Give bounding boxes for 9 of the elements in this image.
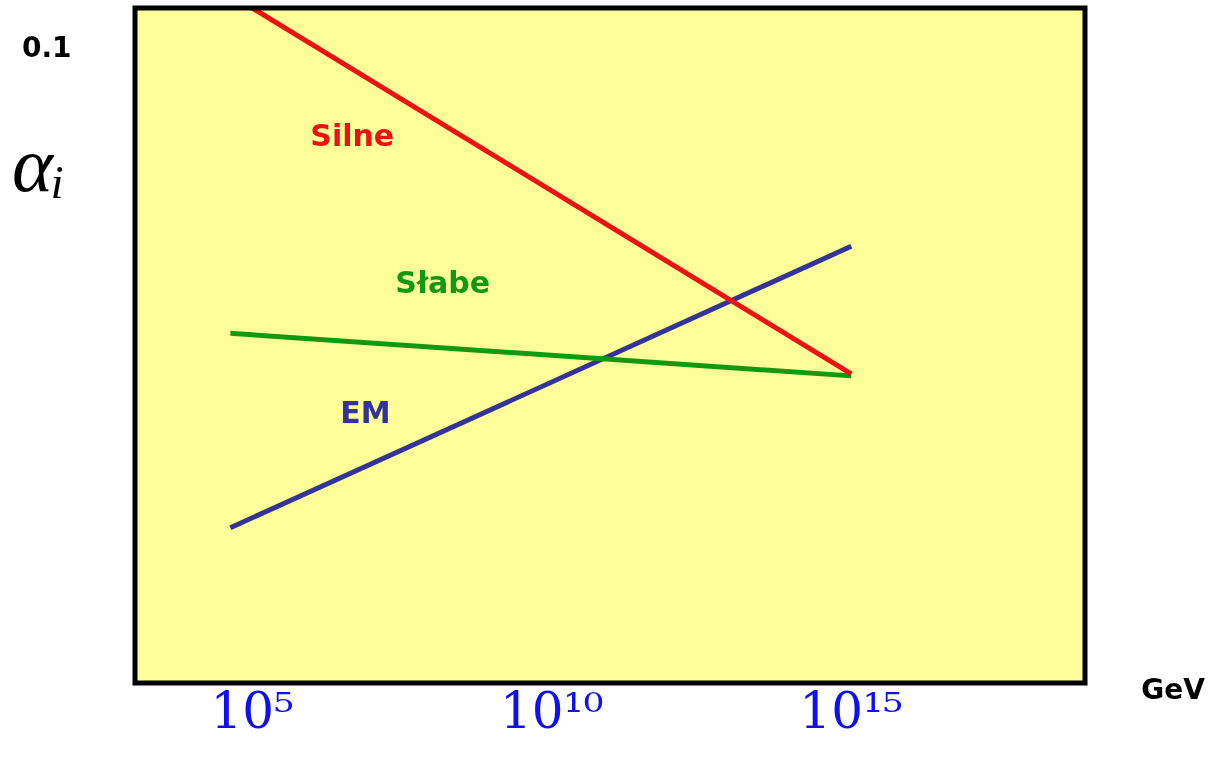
series-label: EM <box>340 394 391 430</box>
x-tick-label: 10¹⁰ <box>499 681 604 740</box>
x-tick-label: 10¹⁵ <box>799 681 904 740</box>
y-axis-title: αᵢ <box>12 120 66 208</box>
x-tick-label: 10⁵ <box>210 681 295 740</box>
text: 0.1 <box>22 31 72 65</box>
series-label: Silne <box>310 117 395 153</box>
x-axis-title: GeV <box>1141 673 1206 707</box>
series-label: Słabe <box>395 265 491 301</box>
